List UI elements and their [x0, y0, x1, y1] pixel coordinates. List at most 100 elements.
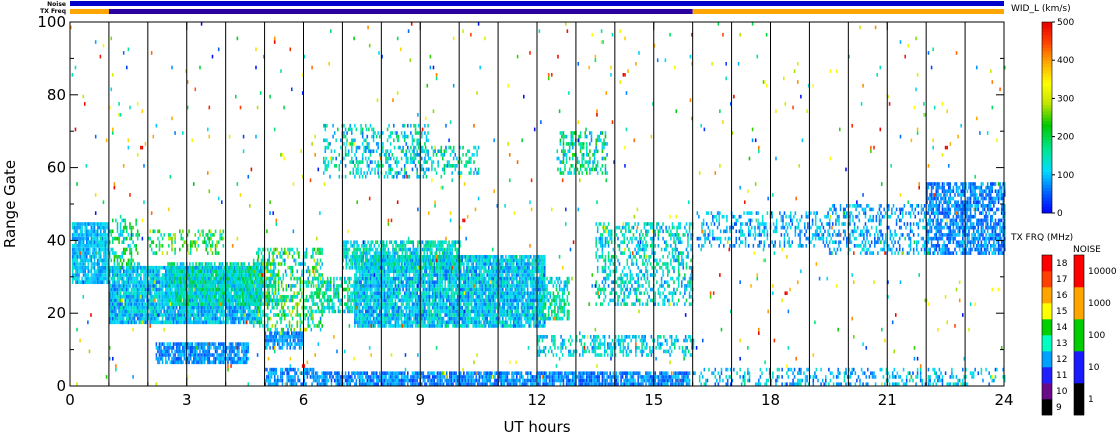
- heatmap-cell: [183, 346, 186, 350]
- heatmap-cell: [257, 262, 260, 266]
- heatmap-cell: [180, 305, 183, 310]
- heatmap-cell: [152, 302, 155, 306]
- heatmap-cell: [539, 371, 541, 376]
- heatmap-cell: [414, 382, 417, 387]
- heatmap-cell: [247, 356, 250, 361]
- heatmap-cell: [173, 269, 176, 274]
- heatmap-cell: [393, 324, 395, 328]
- heatmap-cell: [654, 375, 657, 379]
- heatmap-cell: [551, 371, 554, 376]
- heatmap-cell: [241, 313, 243, 317]
- heatmap-cell: [592, 378, 594, 383]
- heatmap-cell: [246, 284, 249, 288]
- heatmap-cell: [141, 265, 144, 270]
- heatmap-cell: [141, 287, 144, 292]
- heatmap-cell: [516, 371, 518, 376]
- heatmap-cell: [175, 291, 178, 296]
- heatmap-cell: [78, 262, 80, 266]
- heatmap-cell: [220, 273, 222, 277]
- heatmap-cell: [374, 280, 376, 285]
- heatmap-cell: [226, 265, 228, 270]
- heatmap-cell: [253, 309, 256, 314]
- heatmap-cell: [101, 225, 104, 230]
- heatmap-cell: [89, 233, 91, 237]
- heatmap-cell: [138, 313, 141, 317]
- heatmap-cell: [567, 375, 569, 379]
- heatmap-cell: [203, 284, 205, 288]
- heatmap-cell: [598, 375, 601, 379]
- heatmap-cell: [508, 382, 510, 387]
- heatmap-cell: [174, 280, 176, 285]
- heatmap-cell: [221, 291, 223, 296]
- heatmap-cell: [116, 291, 119, 296]
- heatmap-cell: [143, 313, 145, 317]
- heatmap-cell: [382, 382, 384, 387]
- heatmap-cell: [199, 287, 201, 292]
- heatmap-cell: [456, 382, 459, 387]
- heatmap-cell: [299, 284, 302, 288]
- heatmap-cell: [103, 276, 105, 281]
- heatmap-cell: [238, 298, 240, 303]
- heatmap-cell: [112, 302, 114, 306]
- heatmap-cell: [379, 280, 381, 285]
- heatmap-cell: [71, 233, 74, 237]
- heatmap-cell: [93, 265, 96, 270]
- heatmap-cell: [217, 284, 219, 288]
- heatmap-cell: [244, 295, 246, 299]
- heatmap-cell: [442, 382, 445, 387]
- heatmap-cell: [180, 295, 183, 299]
- heatmap-cell: [228, 309, 231, 314]
- heatmap-cell: [318, 262, 320, 266]
- heatmap-cell: [81, 236, 83, 241]
- heatmap-cell: [280, 284, 283, 288]
- heatmap-cell: [289, 346, 292, 350]
- heatmap-cell: [231, 295, 234, 299]
- heatmap-cell: [410, 378, 412, 383]
- heatmap-cell: [71, 258, 74, 263]
- heatmap-cell: [593, 375, 596, 379]
- heatmap-cell: [371, 378, 373, 383]
- heatmap-cell: [90, 269, 93, 274]
- heatmap-cell: [214, 346, 217, 350]
- heatmap-cell: [298, 302, 300, 306]
- heatmap-cell: [242, 349, 245, 354]
- heatmap-cell: [354, 298, 356, 303]
- heatmap-cell: [205, 349, 207, 354]
- heatmap-cell: [202, 346, 204, 350]
- heatmap-cell: [189, 313, 192, 317]
- heatmap-cell: [264, 382, 267, 387]
- heatmap-cell: [233, 287, 236, 292]
- heatmap-cell: [456, 378, 459, 383]
- heatmap-cell: [193, 302, 195, 306]
- heatmap-cell: [126, 302, 128, 306]
- heatmap-cell: [220, 295, 222, 299]
- heatmap-cell: [147, 305, 150, 310]
- heatmap-cell: [484, 382, 487, 387]
- heatmap-cell: [165, 349, 167, 354]
- heatmap-cell: [216, 309, 218, 314]
- heatmap-cell: [238, 342, 240, 346]
- heatmap-cell: [368, 295, 370, 299]
- heatmap-cell: [118, 255, 120, 259]
- heatmap-cell: [245, 287, 247, 292]
- heatmap-cell: [548, 382, 551, 387]
- heatmap-cell: [201, 302, 204, 306]
- heatmap-cell: [237, 265, 239, 270]
- heatmap-cell: [171, 313, 173, 317]
- heatmap-cell: [166, 313, 169, 317]
- heatmap-cell: [76, 233, 79, 237]
- heatmap-cell: [87, 222, 90, 226]
- heatmap-cell: [313, 265, 316, 270]
- heatmap-cell: [272, 335, 274, 339]
- heatmap-cell: [130, 309, 133, 314]
- heatmap-cell: [161, 251, 164, 255]
- heatmap-cell: [516, 382, 518, 387]
- heatmap-cell: [81, 262, 83, 266]
- heatmap-cell: [110, 295, 113, 299]
- heatmap-cell: [245, 346, 248, 350]
- heatmap-cell: [199, 302, 201, 306]
- heatmap-cell: [169, 298, 172, 303]
- heatmap-cell: [358, 324, 361, 328]
- heatmap-cell: [140, 305, 142, 310]
- heatmap-cell: [200, 265, 203, 270]
